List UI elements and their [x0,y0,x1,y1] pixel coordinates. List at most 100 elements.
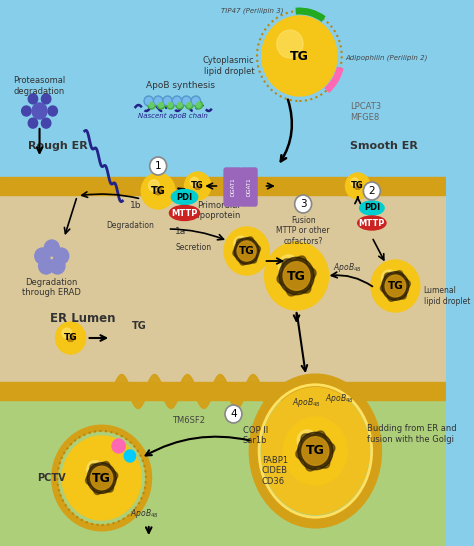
Circle shape [312,452,316,455]
Text: 4: 4 [230,409,237,419]
Text: $ApoB_{48}$: $ApoB_{48}$ [333,262,362,275]
Circle shape [314,452,318,456]
Circle shape [355,185,359,189]
Circle shape [103,474,106,477]
Circle shape [351,178,359,186]
Circle shape [357,185,361,188]
Circle shape [158,188,161,192]
Circle shape [356,186,359,189]
Circle shape [98,475,101,479]
Circle shape [185,101,193,109]
Circle shape [357,185,361,188]
Circle shape [292,275,295,278]
Circle shape [102,477,106,480]
Circle shape [392,283,395,286]
Circle shape [356,186,360,189]
Circle shape [158,190,161,194]
Circle shape [100,474,104,477]
Circle shape [98,476,101,479]
Circle shape [316,451,319,455]
Text: PCTV: PCTV [37,473,66,483]
Text: TG: TG [287,270,306,282]
Circle shape [395,286,399,289]
Circle shape [158,190,162,193]
Circle shape [71,336,74,340]
Circle shape [195,185,198,188]
Circle shape [294,271,298,275]
Circle shape [98,474,100,477]
Text: Lumenal
lipid droplet: Lumenal lipid droplet [424,286,470,306]
Circle shape [102,480,104,483]
Circle shape [67,336,71,340]
Circle shape [243,248,246,252]
Circle shape [155,190,158,193]
Circle shape [243,251,246,254]
Circle shape [392,286,396,290]
Circle shape [244,247,247,251]
Circle shape [69,335,72,338]
Circle shape [157,191,160,194]
Circle shape [155,189,158,193]
Circle shape [356,186,359,189]
Circle shape [243,248,246,252]
Circle shape [393,287,397,290]
Circle shape [155,188,158,192]
Circle shape [311,449,314,453]
Circle shape [102,473,105,477]
Circle shape [158,190,161,194]
Circle shape [102,476,106,479]
Circle shape [99,479,102,482]
Circle shape [195,185,198,188]
Circle shape [356,186,359,189]
Circle shape [159,103,164,108]
Text: TG: TG [290,50,309,62]
Circle shape [68,335,71,339]
Circle shape [313,447,316,450]
Circle shape [298,275,301,278]
Circle shape [224,227,269,275]
Circle shape [99,478,102,482]
Circle shape [167,101,174,109]
Circle shape [244,251,247,255]
Polygon shape [277,256,316,296]
Text: $ApoB_{48}$: $ApoB_{48}$ [130,507,159,520]
Ellipse shape [358,216,386,230]
Circle shape [294,271,297,275]
Circle shape [392,285,395,289]
Circle shape [395,286,399,289]
Circle shape [355,183,359,187]
Circle shape [247,248,250,252]
Circle shape [158,189,162,193]
Circle shape [314,446,318,450]
Circle shape [394,287,397,290]
Circle shape [184,172,211,200]
Circle shape [99,474,102,478]
Text: MTTP: MTTP [171,209,198,217]
Circle shape [99,480,101,483]
Circle shape [296,277,300,281]
Circle shape [70,337,73,341]
Circle shape [395,286,398,290]
Circle shape [155,188,159,192]
Circle shape [101,478,104,482]
Circle shape [311,451,315,454]
Circle shape [100,473,103,476]
Circle shape [314,446,317,450]
Text: $ApoB_{48}$: $ApoB_{48}$ [325,392,354,405]
Circle shape [246,247,249,251]
Circle shape [197,184,201,188]
Circle shape [317,449,320,453]
Text: COP II
Sar1b: COP II Sar1b [243,426,268,446]
Polygon shape [233,237,261,265]
Circle shape [395,282,399,286]
Circle shape [292,274,295,277]
Circle shape [196,183,200,186]
Circle shape [355,185,358,188]
Ellipse shape [262,388,369,514]
Circle shape [197,184,201,187]
Circle shape [195,185,198,188]
Circle shape [69,338,72,341]
Circle shape [243,250,246,254]
Circle shape [157,191,160,194]
Bar [0,186,446,391]
